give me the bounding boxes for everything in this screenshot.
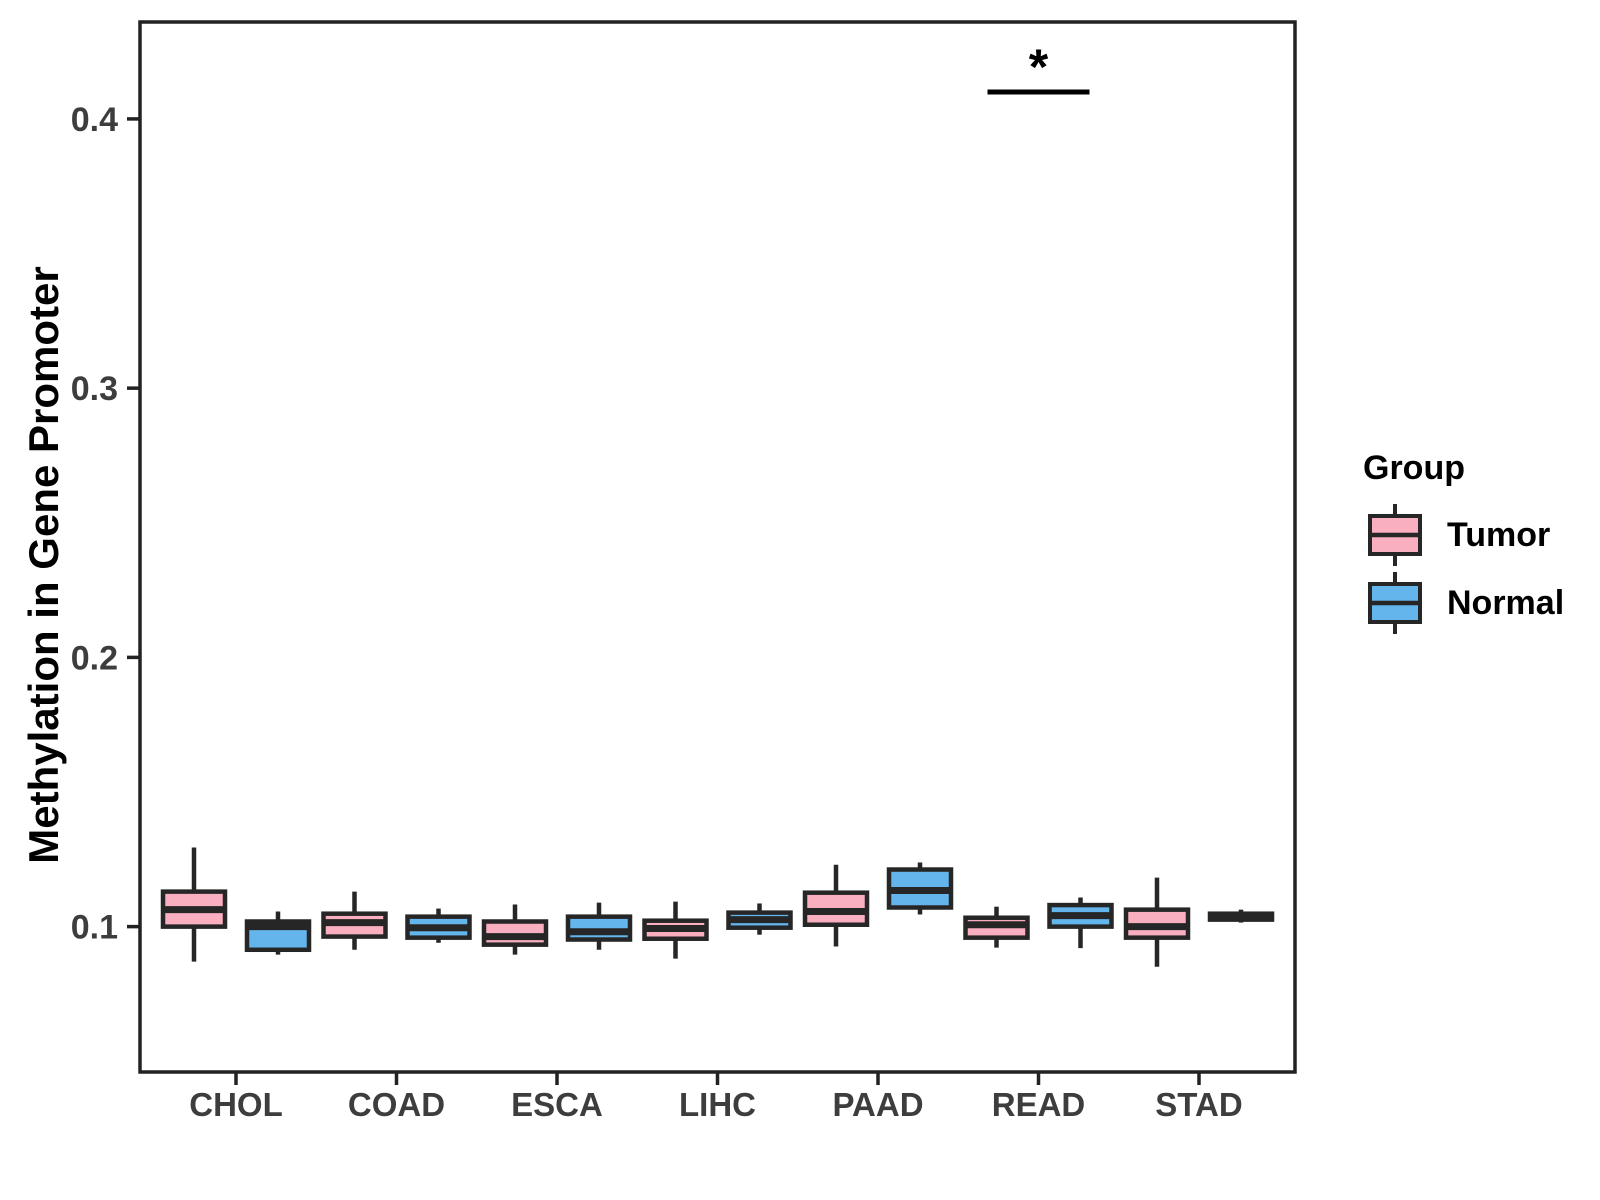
box-read-normal bbox=[1047, 897, 1114, 949]
box-paad-tumor bbox=[802, 864, 870, 947]
y-tick-label-0.1: 0.1 bbox=[71, 909, 118, 947]
box-read-tumor bbox=[963, 906, 1030, 948]
box-lihc-tumor bbox=[642, 901, 709, 959]
box-esca-tumor bbox=[481, 904, 549, 955]
box-lihc-normal bbox=[726, 903, 793, 935]
y-tick-label-0.4: 0.4 bbox=[71, 101, 118, 139]
x-tick-label-PAAD: PAAD bbox=[832, 1086, 923, 1123]
legend-item-label-tumor: Tumor bbox=[1447, 515, 1551, 554]
box-paad-normal bbox=[886, 862, 954, 915]
iqr-box bbox=[565, 914, 633, 942]
legend-item-tumor: Tumor bbox=[1363, 502, 1564, 568]
y-tick-label-0.2: 0.2 bbox=[71, 639, 118, 677]
x-tick-label-LIHC: LIHC bbox=[679, 1086, 756, 1123]
box-stad-normal bbox=[1207, 909, 1275, 923]
box-chol-tumor bbox=[160, 847, 228, 962]
significance-star: * bbox=[1029, 39, 1049, 95]
legend-item-label-normal: Normal bbox=[1447, 583, 1565, 622]
x-tick-label-CHOL: CHOL bbox=[189, 1086, 283, 1123]
normal-boxplot-key-icon bbox=[1368, 572, 1422, 634]
box-coad-normal bbox=[405, 908, 472, 943]
y-axis-title: Methylation in Gene Promoter bbox=[20, 266, 67, 864]
x-tick-label-STAD: STAD bbox=[1155, 1086, 1242, 1123]
panel-border bbox=[138, 20, 1297, 1074]
legend: Group Tumor Normal bbox=[1363, 448, 1564, 638]
legend-title: Group bbox=[1363, 449, 1465, 487]
legend-item-normal: Normal bbox=[1363, 570, 1564, 636]
box-coad-tumor bbox=[321, 891, 388, 950]
box-esca-normal bbox=[565, 902, 633, 950]
x-tick-label-READ: READ bbox=[992, 1086, 1086, 1123]
tumor-boxplot-key-icon bbox=[1368, 504, 1422, 566]
x-tick-label-ESCA: ESCA bbox=[511, 1086, 603, 1123]
box-stad-tumor bbox=[1123, 877, 1191, 967]
y-tick-label-0.3: 0.3 bbox=[71, 370, 118, 408]
box-chol-normal bbox=[244, 911, 312, 955]
x-tick-label-COAD: COAD bbox=[348, 1086, 445, 1123]
